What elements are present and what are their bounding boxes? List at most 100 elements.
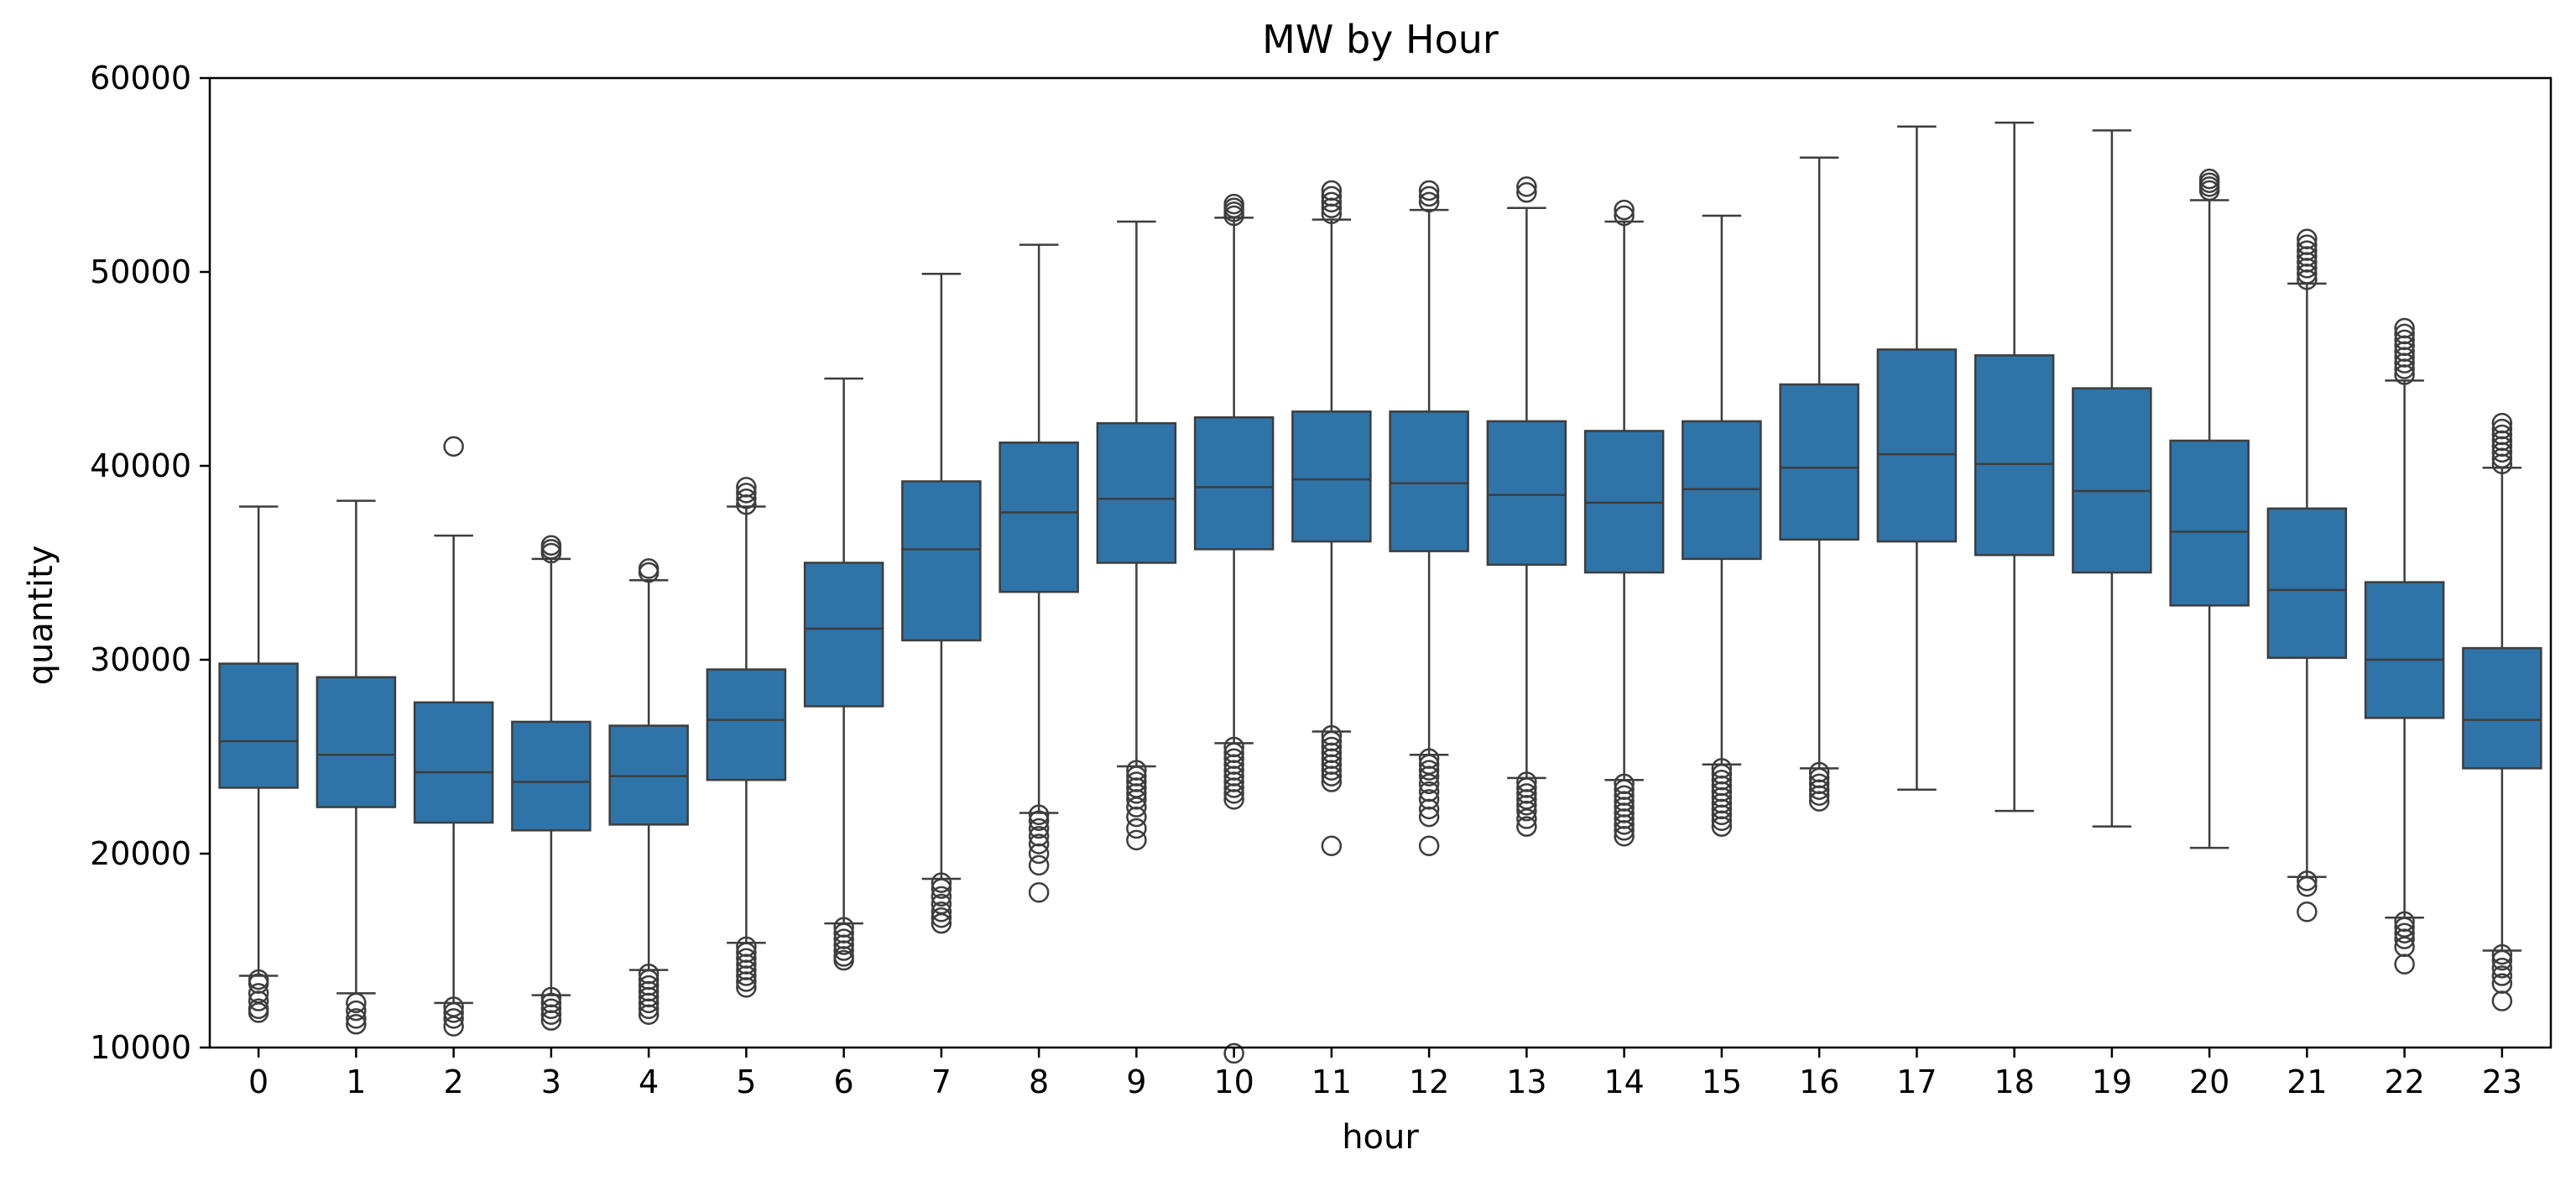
outlier-point (1516, 176, 1537, 197)
outlier-point (1418, 835, 1440, 857)
outlier-point (1321, 203, 1343, 224)
box-hour-7 (901, 273, 982, 934)
outlier-point (346, 1000, 367, 1022)
x-tick-label: 5 (736, 1063, 756, 1100)
box-hour-22 (2364, 317, 2445, 975)
x-axis-label: hour (1342, 1118, 1419, 1157)
x-tick-label: 16 (1799, 1063, 1839, 1100)
box-hour-19 (2072, 129, 2152, 828)
x-tick-label: 22 (2384, 1063, 2424, 1100)
outlier-point (1418, 760, 1440, 781)
y-tick-label: 30000 (90, 641, 191, 678)
outlier-point (1808, 785, 1830, 806)
outlier-point (540, 542, 562, 564)
outlier-point (1321, 766, 1343, 786)
outlier-point (2491, 447, 2513, 469)
x-tick-label: 21 (2287, 1063, 2327, 1100)
outlier-point (1321, 835, 1343, 857)
outlier-point (1126, 806, 1147, 828)
box-iqr (2169, 439, 2250, 607)
outlier-point (638, 992, 660, 1014)
outlier-point (1516, 808, 1537, 829)
outlier-point (638, 558, 660, 579)
box-hour-0 (218, 505, 299, 1023)
x-tick-label: 10 (1213, 1063, 1254, 1100)
outlier-point (1614, 205, 1635, 227)
outlier-point (736, 965, 757, 986)
x-tick-label: 18 (1994, 1063, 2034, 1100)
x-tick-label: 13 (1506, 1063, 1546, 1100)
box-hour-6 (803, 377, 884, 971)
outlier-point (638, 562, 660, 583)
y-tick-label: 50000 (90, 253, 191, 290)
box-iqr (315, 676, 397, 808)
box-iqr (1779, 383, 1859, 541)
outlier-point (2394, 928, 2415, 949)
x-tick-label: 20 (2189, 1063, 2229, 1100)
outlier-point (1418, 186, 1440, 207)
box-hour-15 (1682, 214, 1762, 837)
outlier-point (2297, 901, 2318, 922)
outlier-point (736, 489, 757, 510)
outlier-point (736, 977, 757, 998)
outlier-point (1418, 180, 1440, 201)
outlier-point (346, 992, 367, 1014)
y-axis-label: quantity (22, 546, 60, 686)
outlier-point (1028, 854, 1050, 876)
outlier-point (1028, 833, 1050, 854)
box-iqr (218, 662, 299, 789)
outlier-point (1028, 810, 1050, 831)
x-tick-label: 7 (931, 1063, 952, 1100)
outlier-point (1028, 818, 1050, 839)
outlier-point (1028, 843, 1050, 865)
outlier-point (1614, 199, 1635, 221)
outlier-point (1808, 779, 1830, 801)
box-iqr (511, 720, 592, 832)
outlier-point (540, 1004, 562, 1025)
box-hour-17 (1876, 125, 1958, 792)
outlier-point (2297, 264, 2318, 285)
outlier-point (1223, 205, 1244, 227)
outlier-point (2297, 269, 2318, 290)
outlier-point (2394, 364, 2415, 385)
box-hour-11 (1291, 180, 1372, 857)
box-hour-16 (1779, 156, 1859, 812)
outlier-point (1614, 814, 1635, 835)
outlier-point (638, 1004, 660, 1025)
x-tick-label: 23 (2482, 1063, 2522, 1100)
outlier-point (540, 539, 562, 560)
outlier-point (540, 1010, 562, 1031)
x-tick-label: 0 (248, 1063, 269, 1100)
outlier-point (833, 934, 854, 955)
box-iqr (413, 701, 494, 824)
boxes-layer (218, 121, 2542, 1064)
outlier-point (1418, 773, 1440, 795)
outlier-point (1321, 771, 1343, 792)
outlier-point (931, 907, 952, 928)
outlier-point (931, 886, 952, 907)
x-tick-label: 9 (1126, 1063, 1146, 1100)
outlier-point (1418, 798, 1440, 820)
outlier-point (2491, 949, 2513, 971)
box-iqr (1291, 410, 1372, 543)
outlier-point (1711, 810, 1733, 831)
outlier-point (2394, 353, 2415, 374)
outlier-point (1126, 797, 1147, 818)
box-iqr (2364, 581, 2445, 719)
outlier-point (2491, 958, 2513, 979)
outlier-point (1516, 816, 1537, 837)
x-tick-label: 6 (834, 1063, 854, 1100)
box-hour-23 (2462, 412, 2542, 1011)
box-iqr (2462, 646, 2542, 770)
outlier-point (2297, 258, 2318, 279)
outlier-point (443, 1002, 464, 1023)
outlier-point (2394, 358, 2415, 379)
outlier-point (1223, 789, 1244, 810)
box-hour-5 (706, 477, 787, 998)
outlier-point (2491, 453, 2513, 474)
outlier-point (1028, 804, 1050, 826)
outlier-point (1321, 191, 1343, 213)
plot-frame (208, 76, 2553, 1049)
outlier-point (1808, 791, 1830, 812)
x-tick-label: 3 (541, 1063, 561, 1100)
